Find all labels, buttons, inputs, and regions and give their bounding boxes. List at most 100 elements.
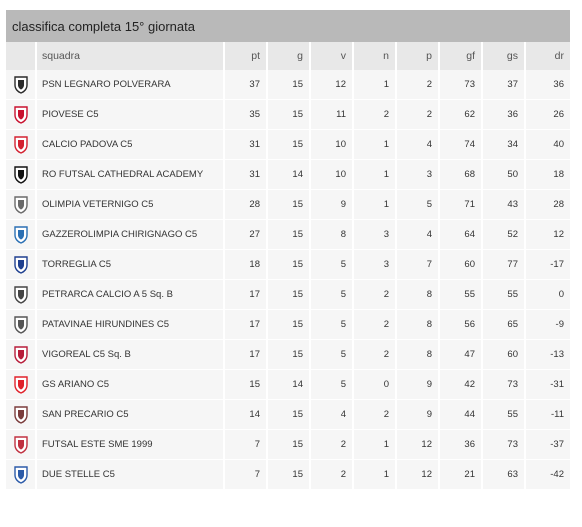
stat-p: 12 — [397, 460, 440, 490]
team-name[interactable]: PSN LEGNARO POLVERARA — [37, 70, 225, 100]
gazzerolimpia-ball-icon — [13, 225, 28, 244]
table-row[interactable]: TORREGLIA C5 18 15 5 3 7 60 77 -17 — [6, 250, 570, 280]
stat-p: 3 — [397, 160, 440, 190]
patavinae-swallow-icon — [13, 315, 28, 334]
stat-gf: 42 — [440, 370, 483, 400]
stat-pt: 15 — [225, 370, 268, 400]
stat-gs: 55 — [483, 400, 526, 430]
team-logo-cell — [6, 340, 37, 370]
table-row[interactable]: OLIMPIA VETERNIGO C5 28 15 9 1 5 71 43 28 — [6, 190, 570, 220]
stat-pt: 31 — [225, 160, 268, 190]
piovese-crest-icon — [13, 105, 28, 124]
stat-n: 1 — [354, 430, 397, 460]
stat-dr: -9 — [526, 310, 570, 340]
stat-p: 4 — [397, 220, 440, 250]
stat-pt: 7 — [225, 460, 268, 490]
stat-gf: 55 — [440, 280, 483, 310]
table-row[interactable]: VIGOREAL C5 Sq. B 17 15 5 2 8 47 60 -13 — [6, 340, 570, 370]
stat-g: 15 — [268, 70, 311, 100]
team-name[interactable]: PIOVESE C5 — [37, 100, 225, 130]
stat-gs: 63 — [483, 460, 526, 490]
table-row[interactable]: DUE STELLE C5 7 15 2 1 12 21 63 -42 — [6, 460, 570, 490]
team-name[interactable]: GAZZEROLIMPIA CHIRIGNAGO C5 — [37, 220, 225, 250]
stat-v: 9 — [311, 190, 354, 220]
table-row[interactable]: CALCIO PADOVA C5 31 15 10 1 4 74 34 40 — [6, 130, 570, 160]
table-row[interactable]: PETRARCA CALCIO A 5 Sq. B 17 15 5 2 8 55 55 0 — [6, 280, 570, 310]
team-logo-cell — [6, 100, 37, 130]
stat-dr: -42 — [526, 460, 570, 490]
petrarca-shield-icon — [13, 285, 28, 304]
stat-gs: 77 — [483, 250, 526, 280]
team-name[interactable]: SAN PRECARIO C5 — [37, 400, 225, 430]
stat-n: 1 — [354, 130, 397, 160]
stat-p: 8 — [397, 310, 440, 340]
table-row[interactable]: GS ARIANO C5 15 14 5 0 9 42 73 -31 — [6, 370, 570, 400]
team-logo-cell — [6, 130, 37, 160]
stat-g: 15 — [268, 430, 311, 460]
table-row[interactable]: PATAVINAE HIRUNDINES C5 17 15 5 2 8 56 65 -9 — [6, 310, 570, 340]
stat-pt: 17 — [225, 310, 268, 340]
stat-gf: 36 — [440, 430, 483, 460]
stat-n: 1 — [354, 190, 397, 220]
stat-gf: 60 — [440, 250, 483, 280]
san-precario-badge-icon — [13, 405, 28, 424]
stat-dr: -31 — [526, 370, 570, 400]
stat-gf: 56 — [440, 310, 483, 340]
stat-dr: -17 — [526, 250, 570, 280]
pt-header: pt — [225, 42, 268, 70]
stat-p: 5 — [397, 190, 440, 220]
gs-header: gs — [483, 42, 526, 70]
stat-gf: 71 — [440, 190, 483, 220]
team-name[interactable]: VIGOREAL C5 Sq. B — [37, 340, 225, 370]
team-name[interactable]: OLIMPIA VETERNIGO C5 — [37, 190, 225, 220]
stat-dr: -11 — [526, 400, 570, 430]
stat-pt: 35 — [225, 100, 268, 130]
p-header: p — [397, 42, 440, 70]
table-row[interactable]: PSN LEGNARO POLVERARA 37 15 12 1 2 73 37 36 — [6, 70, 570, 100]
team-name[interactable]: DUE STELLE C5 — [37, 460, 225, 490]
team-logo-cell — [6, 460, 37, 490]
stat-dr: 26 — [526, 100, 570, 130]
stat-n: 2 — [354, 280, 397, 310]
team-name[interactable]: GS ARIANO C5 — [37, 370, 225, 400]
stat-gs: 60 — [483, 340, 526, 370]
stat-pt: 17 — [225, 340, 268, 370]
calcio-padova-shield-icon — [13, 135, 28, 154]
team-name[interactable]: FUTSAL ESTE SME 1999 — [37, 430, 225, 460]
stat-v: 2 — [311, 460, 354, 490]
gf-header: gf — [440, 42, 483, 70]
stat-gf: 44 — [440, 400, 483, 430]
team-name[interactable]: TORREGLIA C5 — [37, 250, 225, 280]
standings-title: classifica completa 15° giornata — [6, 10, 570, 42]
stat-p: 9 — [397, 370, 440, 400]
stat-g: 15 — [268, 250, 311, 280]
n-header: n — [354, 42, 397, 70]
olimpia-veternigo-crest-icon — [13, 195, 28, 214]
stat-v: 5 — [311, 280, 354, 310]
stat-pt: 18 — [225, 250, 268, 280]
stat-p: 8 — [397, 280, 440, 310]
stat-v: 5 — [311, 340, 354, 370]
table-row[interactable]: FUTSAL ESTE SME 1999 7 15 2 1 12 36 73 -37 — [6, 430, 570, 460]
team-logo-cell — [6, 280, 37, 310]
stat-pt: 14 — [225, 400, 268, 430]
stat-p: 8 — [397, 340, 440, 370]
g-header: g — [268, 42, 311, 70]
stat-pt: 28 — [225, 190, 268, 220]
stat-dr: 40 — [526, 130, 570, 160]
team-name[interactable]: PATAVINAE HIRUNDINES C5 — [37, 310, 225, 340]
table-row[interactable]: RO FUTSAL CATHEDRAL ACADEMY 31 14 10 1 3 68 50 1… — [6, 160, 570, 190]
team-name[interactable]: RO FUTSAL CATHEDRAL ACADEMY — [37, 160, 225, 190]
stat-g: 15 — [268, 220, 311, 250]
team-logo-cell — [6, 430, 37, 460]
table-row[interactable]: PIOVESE C5 35 15 11 2 2 62 36 26 — [6, 100, 570, 130]
stat-gs: 55 — [483, 280, 526, 310]
team-logo-cell — [6, 310, 37, 340]
team-name[interactable]: CALCIO PADOVA C5 — [37, 130, 225, 160]
table-row[interactable]: SAN PRECARIO C5 14 15 4 2 9 44 55 -11 — [6, 400, 570, 430]
vigoreal-shield-icon — [13, 345, 28, 364]
team-name[interactable]: PETRARCA CALCIO A 5 Sq. B — [37, 280, 225, 310]
psn-legnaro-crest-icon — [13, 75, 28, 94]
table-row[interactable]: GAZZEROLIMPIA CHIRIGNAGO C5 27 15 8 3 4 64 52 12 — [6, 220, 570, 250]
team-logo-cell — [6, 220, 37, 250]
